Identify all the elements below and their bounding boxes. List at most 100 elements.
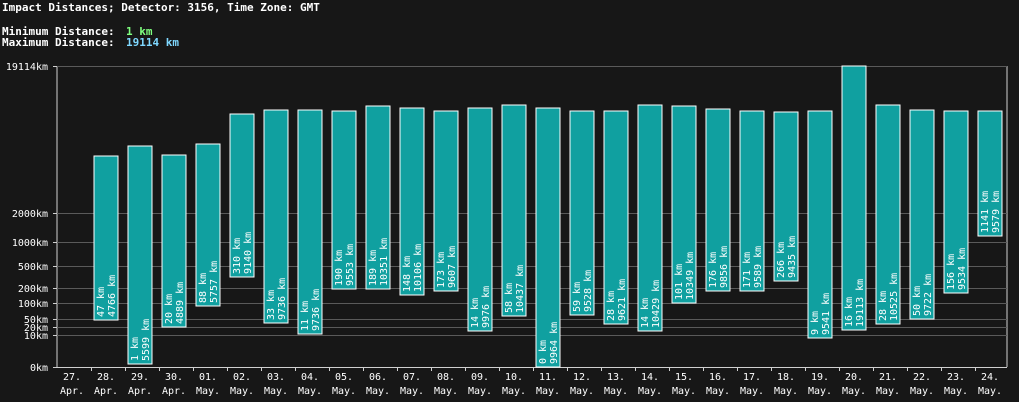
x-tick-label-day: 22.	[913, 372, 931, 383]
y-tick-label: 10km	[24, 331, 48, 342]
minimum-distance-value: 1 km	[126, 25, 153, 38]
bar-min-label: 11 km	[300, 301, 311, 331]
bar-max-label: 10351 km	[379, 238, 390, 286]
x-tick-label-month: May.	[434, 386, 458, 397]
x-tick-label-month: May.	[774, 386, 798, 397]
bar-max-label: 4889 km	[175, 282, 186, 324]
bar-max-label: 9964 km	[549, 322, 560, 364]
x-tick-label-day: 20.	[845, 372, 863, 383]
range-bar	[263, 109, 289, 324]
range-bar	[705, 108, 731, 292]
x-tick-label-month: May.	[876, 386, 900, 397]
bar-min-label: 156 km	[946, 254, 957, 290]
range-bar	[365, 105, 391, 290]
bar-max-label: 19113 km	[855, 279, 866, 327]
bar-max-label: 10437 km	[515, 265, 526, 313]
range-bar	[433, 110, 459, 292]
x-tick-label-day: 01.	[199, 372, 217, 383]
x-tick-label-month: Apr.	[162, 386, 186, 397]
x-tick-label-month: May.	[706, 386, 730, 397]
bar-min-label: 28 km	[606, 291, 617, 321]
bar-max-label: 10349 km	[685, 252, 696, 300]
bar-max-label: 5599 km	[141, 319, 152, 361]
x-tick-label-day: 02.	[233, 372, 251, 383]
bar-min-label: 33 km	[266, 290, 277, 320]
x-tick-label-month: Apr.	[60, 386, 84, 397]
y-tick-label: 20km	[24, 323, 48, 334]
x-tick-label-day: 27.	[63, 372, 81, 383]
range-bar	[841, 65, 867, 331]
x-tick-label-day: 12.	[573, 372, 591, 383]
x-tick-label-month: May.	[264, 386, 288, 397]
x-tick-label-month: May.	[570, 386, 594, 397]
bar-max-label: 9722 km	[923, 274, 934, 316]
range-bar	[875, 104, 901, 325]
bar-min-label: 266 km	[776, 242, 787, 278]
bar-min-label: 1 km	[130, 337, 141, 361]
bar-min-label: 1141 km	[980, 191, 991, 233]
x-tick-label-month: May.	[298, 386, 322, 397]
range-bar	[195, 143, 221, 307]
bar-max-label: 10429 km	[651, 280, 662, 328]
x-tick-label-month: May.	[502, 386, 526, 397]
bar-max-label: 9553 km	[345, 244, 356, 286]
bar-max-label: 9736 km	[311, 289, 322, 331]
minimum-distance-label: Minimum Distance:	[2, 25, 115, 38]
bar-min-label: 189 km	[368, 250, 379, 286]
range-bar	[569, 110, 595, 316]
bar-max-label: 9856 km	[719, 246, 730, 288]
x-tick-label-month: May.	[944, 386, 968, 397]
x-tick-label-month: May.	[978, 386, 1002, 397]
x-tick-label-month: May.	[230, 386, 254, 397]
x-tick-label-month: Apr.	[128, 386, 152, 397]
range-bar	[399, 107, 425, 296]
range-bar	[467, 107, 493, 332]
x-tick-label-day: 06.	[369, 372, 387, 383]
bar-max-label: 9541 km	[821, 293, 832, 335]
bar-max-label: 9534 km	[957, 248, 968, 290]
range-bar	[127, 145, 153, 365]
x-tick-label-month: May.	[536, 386, 560, 397]
x-tick-label-month: May.	[910, 386, 934, 397]
bar-max-label: 9621 km	[617, 279, 628, 321]
x-tick-label-day: 29.	[131, 372, 149, 383]
x-tick-label-day: 04.	[301, 372, 319, 383]
range-bar	[671, 105, 697, 304]
bar-min-label: 171 km	[742, 252, 753, 288]
x-tick-label-day: 05.	[335, 372, 353, 383]
x-tick-label-month: May.	[604, 386, 628, 397]
x-tick-label-day: 21.	[879, 372, 897, 383]
range-bar	[297, 109, 323, 335]
x-tick-label-month: May.	[332, 386, 356, 397]
x-tick-label-day: 19.	[811, 372, 829, 383]
x-tick-label-month: May.	[740, 386, 764, 397]
bar-max-label: 9589 km	[753, 246, 764, 288]
range-bar	[603, 110, 629, 325]
bar-min-label: 16 km	[844, 297, 855, 327]
bar-min-label: 176 km	[708, 252, 719, 288]
x-tick-label-day: 18.	[777, 372, 795, 383]
x-tick-label-day: 23.	[947, 372, 965, 383]
y-tick-label: 1000km	[12, 238, 48, 249]
x-tick-label-day: 28.	[97, 372, 115, 383]
bar-min-label: 101 km	[674, 264, 685, 300]
bar-min-label: 9 km	[810, 311, 821, 335]
x-tick-label-day: 15.	[675, 372, 693, 383]
range-bar	[773, 111, 799, 282]
bar-max-label: 9976 km	[481, 286, 492, 328]
y-tick-label: 100km	[18, 299, 48, 310]
x-tick-label-month: May.	[468, 386, 492, 397]
bar-min-label: 20 km	[164, 294, 175, 324]
bar-max-label: 10106 km	[413, 244, 424, 292]
maximum-distance-row: Maximum Distance: 19114 km	[2, 36, 179, 49]
x-tick-label-day: 10.	[505, 372, 523, 383]
range-bar	[637, 104, 663, 332]
x-tick-label-month: May.	[808, 386, 832, 397]
maximum-distance-label: Maximum Distance:	[2, 36, 115, 49]
x-tick-label-day: 17.	[743, 372, 761, 383]
range-bar	[909, 109, 935, 320]
x-tick-label-month: Apr.	[94, 386, 118, 397]
x-tick-label-day: 03.	[267, 372, 285, 383]
bar-min-label: 28 km	[878, 291, 889, 321]
